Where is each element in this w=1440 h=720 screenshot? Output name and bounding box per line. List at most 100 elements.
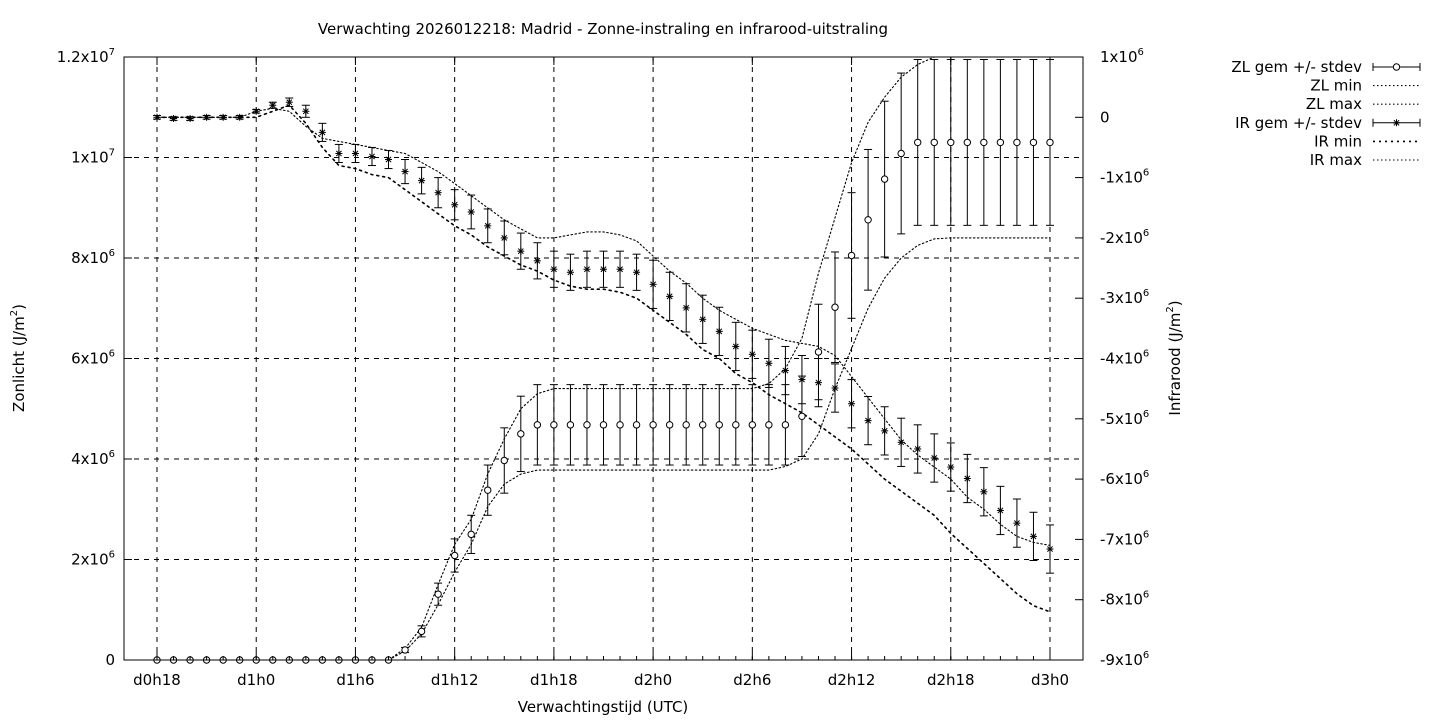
star-d2: [633, 269, 640, 276]
ir-gem-stdev-point: [385, 156, 393, 164]
zl-gem-stdev-point: [1046, 138, 1054, 147]
ir-gem-stdev-point: [484, 222, 492, 230]
star-d2: [517, 248, 524, 255]
zl-gem-stdev-point: [732, 421, 740, 429]
ir-gem-stdev-point: [1029, 532, 1037, 540]
star-d2: [369, 153, 375, 160]
ir-gem-stdev-point: [434, 189, 442, 197]
legend-item-ir_min: IR min: [1314, 132, 1420, 150]
star-d2: [484, 222, 491, 229]
zl-gem-stdev-point: [947, 138, 955, 147]
star-d2: [600, 266, 607, 273]
right-y-tick-label: -6x106: [1100, 469, 1149, 488]
x-tick-label: d1h12: [431, 671, 479, 689]
ir-gem-stdev-point: [666, 292, 674, 300]
x-tick-label: d2h6: [733, 671, 771, 689]
zl-gem-stdev-point: [417, 627, 426, 636]
x-tick-label: d2h18: [927, 671, 975, 689]
ir-gem-stdev-point: [236, 113, 244, 121]
zl-gem-stdev-point: [798, 412, 806, 420]
zl-gem-stdev-point: [897, 149, 905, 158]
ir-gem-stdev-point: [947, 463, 955, 471]
ir-gem-stdev-point: [269, 101, 277, 109]
ir-gem-stdev-point: [715, 327, 723, 335]
zl-gem-stdev-point: [450, 551, 459, 560]
right-y-tick-label: 1x106: [1100, 47, 1144, 66]
star-d2: [319, 129, 326, 136]
zl-gem-stdev-point: [847, 251, 856, 260]
ir-gem-stdev-point: [335, 149, 343, 157]
zl-gem-stdev-point: [434, 590, 442, 598]
ir-gem-stdev-point: [748, 350, 756, 358]
ir-min-line: [156, 104, 1051, 613]
left-y-axis-label: Zonlicht (J/m2): [9, 304, 28, 412]
zl-gem-stdev-point: [914, 138, 922, 147]
ir-gem-stdev-point: [500, 234, 508, 242]
star-d2: [815, 379, 822, 386]
ir-gem-stdev-point: [533, 257, 541, 265]
zl-gem-stdev-point: [748, 421, 757, 429]
x-tick-label: d3h0: [1031, 671, 1069, 689]
ir-gem-stdev-point: [881, 427, 889, 435]
left-y-tick-label: 1x107: [71, 148, 115, 167]
star-d2: [154, 114, 160, 121]
zl-gem-stdev-point: [880, 175, 889, 183]
star-d2: [947, 464, 954, 470]
zl-gem-stdev-point: [484, 486, 492, 494]
markers: [153, 98, 1054, 664]
star-d2: [865, 417, 872, 424]
zl-gem-stdev-point: [1029, 138, 1038, 147]
ir-gem-stdev-point: [1013, 519, 1021, 527]
right-y-tick-label: -9x106: [1100, 650, 1149, 669]
left-y-tick-label: 1.2x107: [57, 47, 115, 66]
star-d2: [997, 507, 1004, 514]
legend-label: ZL max: [1306, 95, 1362, 113]
chart-title: Verwachting 2026012218: Madrid - Zonne-i…: [318, 20, 888, 38]
legend-label: ZL min: [1310, 77, 1362, 95]
left-y-tick-label: 2x106: [71, 550, 115, 569]
star-d2: [187, 115, 194, 122]
star-d2: [898, 439, 905, 446]
star-d2: [220, 114, 227, 121]
x-tick-label: d2h12: [828, 671, 876, 689]
star-d2: [468, 209, 475, 215]
x-tick-label: d1h18: [530, 671, 578, 689]
star-d2: [732, 343, 739, 350]
zl-gem-stdev-point: [467, 530, 475, 539]
star-d2: [501, 234, 508, 241]
zl-gem-stdev-point: [566, 421, 575, 429]
legend-label: IR min: [1314, 132, 1362, 150]
zl-gem-stdev-point: [814, 348, 823, 356]
right-y-tick-label: -3x106: [1100, 288, 1149, 307]
ir-gem-stdev-point: [583, 265, 591, 273]
ir-gem-stdev-point: [996, 506, 1004, 514]
ir-gem-stdev-point: [203, 113, 211, 121]
ir-gem-stdev-point: [302, 107, 310, 115]
zl-gem-stdev-point: [517, 430, 525, 438]
ir-gem-stdev-point: [153, 113, 161, 121]
star-d2: [203, 114, 210, 121]
ir-gem-stdev-point: [285, 98, 293, 106]
ir-gem-stdev-point: [963, 474, 971, 482]
star-d2: [832, 385, 838, 392]
right-y-tick-label: -4x106: [1100, 349, 1149, 368]
star-d2: [302, 108, 309, 115]
star-d2: [286, 99, 293, 106]
star-d2: [931, 455, 938, 461]
legend-label: IR max: [1310, 151, 1362, 169]
ir-gem-stdev-point: [897, 438, 905, 446]
ir-gem-stdev-point: [781, 367, 789, 375]
star-d2: [534, 257, 541, 264]
star-d2: [1047, 546, 1053, 553]
ir-gem-stdev-point: [550, 265, 558, 273]
star-d2: [435, 189, 442, 196]
legend-item-zl_min: ZL min: [1310, 77, 1420, 95]
star-d2: [385, 156, 392, 163]
star-d2: [402, 168, 409, 175]
x-tick-label: d1h0: [237, 671, 275, 689]
star-d2: [335, 150, 342, 157]
zl-gem-stdev-point: [781, 421, 790, 429]
star-d2: [699, 316, 706, 323]
ir-gem-stdev-point: [351, 149, 359, 157]
